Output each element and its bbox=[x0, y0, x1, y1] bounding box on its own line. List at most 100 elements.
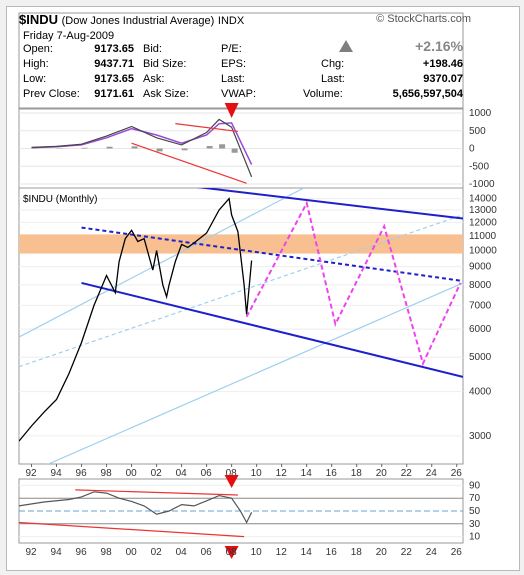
macd-histogram-bar bbox=[181, 148, 188, 151]
rsi-x-tick-label: 02 bbox=[151, 547, 163, 558]
macd-histogram-bar bbox=[231, 148, 238, 153]
chg-value: +198.46 bbox=[422, 58, 463, 70]
last-value: 9370.07 bbox=[423, 73, 463, 85]
symbol: $INDU bbox=[19, 12, 59, 27]
rsi-tick-label: 50 bbox=[469, 506, 481, 517]
macd-tick-label: -500 bbox=[469, 161, 489, 172]
price-x-tick-label: 22 bbox=[401, 468, 413, 479]
rsi-x-tick-label: 00 bbox=[126, 547, 138, 558]
volume-value: 5,656,597,504 bbox=[392, 88, 463, 100]
support-line bbox=[46, 282, 463, 464]
price-x-tick-label: 04 bbox=[176, 468, 188, 479]
macd-tick-label: 500 bbox=[469, 126, 486, 137]
price-tick-label: 14000 bbox=[469, 194, 497, 205]
price-x-tick-label: 20 bbox=[376, 468, 388, 479]
macd-histogram-bar bbox=[156, 148, 163, 152]
price-x-tick-label: 08 bbox=[226, 468, 238, 479]
support-line-dashed bbox=[19, 214, 463, 368]
rsi-x-tick-label: 96 bbox=[76, 547, 88, 558]
rsi-red-trendline bbox=[75, 489, 238, 496]
quote-panel-border bbox=[18, 12, 464, 109]
rsi-x-tick-label: 14 bbox=[301, 547, 313, 558]
quote-box: $INDU (Dow Jones Industrial Average) IND… bbox=[19, 12, 471, 107]
low-value: 9173.65 bbox=[94, 73, 134, 85]
down-arrow-icon bbox=[224, 103, 239, 118]
price-x-tick-label: 92 bbox=[26, 468, 38, 479]
price-x-tick-label: 98 bbox=[101, 468, 113, 479]
price-x-tick-label: 16 bbox=[326, 468, 338, 479]
rsi-x-tick-label: 94 bbox=[51, 547, 63, 558]
price-x-tick-label: 26 bbox=[451, 468, 463, 479]
price-x-tick-label: 10 bbox=[251, 468, 263, 479]
chart-frame: 1000 500 0 -500 -1000 14000 13000 12000 11000 100… bbox=[6, 6, 520, 571]
chart-canvas: 10005000-500-100014000130001200011000100… bbox=[18, 12, 497, 559]
macd-tick-label: -1000 bbox=[469, 179, 495, 190]
rsi-line bbox=[18, 491, 253, 524]
chg-label: Chg: bbox=[321, 58, 345, 70]
exchange: INDX bbox=[217, 15, 245, 27]
channel-lower-line bbox=[81, 281, 463, 378]
macd-histogram-bar bbox=[131, 146, 138, 149]
change-percent: +2.16% bbox=[415, 38, 463, 54]
rsi-x-tick-label: 92 bbox=[26, 547, 38, 558]
bid-label: Bid: bbox=[143, 43, 162, 55]
rsi-x-tick-label: 26 bbox=[451, 547, 463, 558]
price-tick-label: 7000 bbox=[469, 300, 492, 311]
projection-line bbox=[245, 200, 462, 367]
price-x-tick-label: 94 bbox=[51, 468, 63, 479]
price-x-tick-label: 00 bbox=[126, 468, 138, 479]
price-panel-title: $INDU (Monthly) bbox=[23, 194, 97, 205]
channel-mid-line bbox=[81, 226, 463, 283]
channel-upper-line bbox=[196, 188, 463, 220]
pe-label: P/E: bbox=[221, 43, 242, 55]
high-value: 9437.71 bbox=[94, 58, 134, 70]
price-plot-area bbox=[19, 188, 463, 464]
rsi-x-tick-label: 12 bbox=[276, 547, 288, 558]
eps-label: EPS: bbox=[221, 58, 247, 70]
macd-line bbox=[31, 118, 253, 178]
rsi-x-tick-label: 04 bbox=[176, 547, 188, 558]
price-tick-label: 11000 bbox=[469, 231, 497, 242]
prev-close-value: 9171.61 bbox=[94, 88, 134, 100]
down-arrow-icon bbox=[224, 546, 239, 559]
chart-title: $INDU (Dow Jones Industrial Average) IND… bbox=[19, 12, 244, 27]
support-line bbox=[19, 188, 305, 338]
up-triangle-icon bbox=[339, 40, 353, 52]
rsi-x-tick-label: 20 bbox=[376, 547, 388, 558]
open-value: 9173.65 bbox=[94, 43, 134, 55]
macd-histogram-bar bbox=[106, 146, 113, 149]
rsi-x-tick-label: 98 bbox=[101, 547, 113, 558]
price-x-tick-label: 12 bbox=[276, 468, 288, 479]
macd-histogram-bar bbox=[206, 146, 213, 149]
vwap-label: VWAP: bbox=[221, 88, 257, 100]
macd-histogram-bar bbox=[81, 147, 88, 149]
high-label: High: bbox=[23, 58, 49, 70]
macd-red-trendline bbox=[175, 123, 238, 133]
last-label-mid: Last: bbox=[221, 73, 245, 85]
price-x-tick-label: 02 bbox=[151, 468, 163, 479]
price-tick-label: 3000 bbox=[469, 431, 492, 442]
prev-close-label: Prev Close: bbox=[23, 88, 80, 100]
rsi-x-tick-label: 06 bbox=[201, 547, 213, 558]
ask-size-label: Ask Size: bbox=[143, 88, 189, 100]
last-label: Last: bbox=[321, 73, 345, 85]
price-x-tick-label: 14 bbox=[301, 468, 313, 479]
price-tick-label: 8000 bbox=[469, 280, 492, 291]
rsi-red-trendline bbox=[18, 521, 245, 538]
price-x-tick-label: 18 bbox=[351, 468, 363, 479]
low-label: Low: bbox=[23, 73, 47, 85]
price-tick-label: 12000 bbox=[469, 217, 497, 228]
price-line bbox=[19, 197, 253, 442]
rsi-tick-label: 90 bbox=[469, 480, 481, 491]
rsi-tick-label: 30 bbox=[469, 519, 481, 530]
volume-label: Volume: bbox=[303, 88, 343, 100]
rsi-tick-label: 70 bbox=[469, 493, 481, 504]
price-tick-label: 9000 bbox=[469, 262, 492, 273]
ask-label: Ask: bbox=[143, 73, 165, 85]
bid-size-label: Bid Size: bbox=[143, 58, 187, 70]
macd-histogram-bar bbox=[219, 144, 226, 149]
rsi-x-tick-label: 18 bbox=[351, 547, 363, 558]
rsi-x-tick-label: 22 bbox=[401, 547, 413, 558]
price-tick-label: 10000 bbox=[469, 245, 497, 256]
description: (Dow Jones Industrial Average) bbox=[61, 15, 215, 27]
